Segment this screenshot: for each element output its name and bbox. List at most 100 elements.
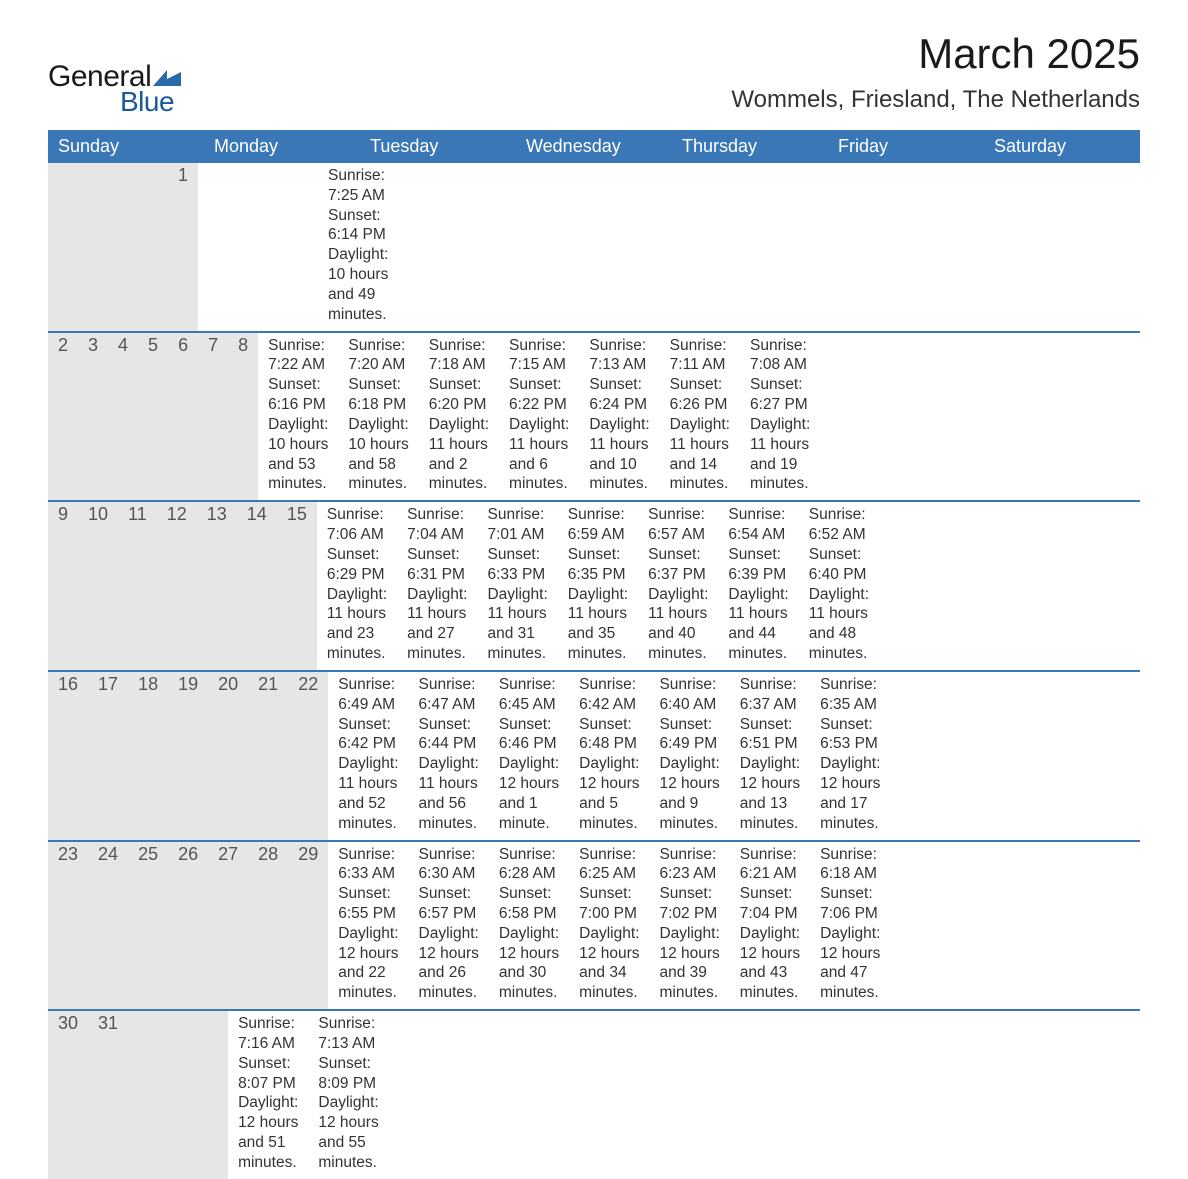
sunset-text: Sunset: 6:18 PM: [348, 375, 408, 415]
day-cell: Sunrise: 6:21 AMSunset: 7:04 PMDaylight:…: [730, 842, 810, 1010]
daylight-text-2: and 56 minutes.: [419, 794, 479, 834]
sunset-text: Sunset: 6:44 PM: [419, 715, 479, 755]
day-cell: Sunrise: 6:33 AMSunset: 6:55 PMDaylight:…: [328, 842, 408, 1010]
day-number: 19: [168, 672, 208, 840]
day-cell: Sunrise: 7:01 AMSunset: 6:33 PMDaylight:…: [477, 502, 557, 670]
day-number: 1: [168, 163, 198, 331]
daylight-text-1: Daylight: 10 hours: [348, 415, 408, 455]
sunset-text: Sunset: 6:53 PM: [820, 715, 880, 755]
sunset-text: Sunset: 6:42 PM: [338, 715, 398, 755]
daylight-text-1: Daylight: 12 hours: [740, 924, 800, 964]
daylight-text-2: and 22 minutes.: [338, 963, 398, 1003]
day-number: [168, 1011, 188, 1179]
daylight-text-2: and 13 minutes.: [740, 794, 800, 834]
daylight-text-1: Daylight: 12 hours: [499, 924, 559, 964]
daylight-text-1: Daylight: 12 hours: [820, 754, 880, 794]
day-number: 6: [168, 333, 198, 501]
sunrise-text: Sunrise: 6:40 AM: [659, 675, 719, 715]
day-cell: Sunrise: 6:35 AMSunset: 6:53 PMDaylight:…: [810, 672, 890, 840]
month-title: March 2025: [731, 30, 1140, 78]
day-number: 18: [128, 672, 168, 840]
daylight-text-1: Daylight: 11 hours: [750, 415, 810, 455]
day-cell: Sunrise: 7:06 AMSunset: 6:29 PMDaylight:…: [317, 502, 397, 670]
week-row: 1 Sunrise: 7:25 AMSunset: 6:14 PMDaylight…: [48, 163, 1140, 333]
day-cell: Sunrise: 6:30 AMSunset: 6:57 PMDaylight:…: [409, 842, 489, 1010]
sunrise-text: Sunrise: 6:57 AM: [648, 505, 708, 545]
day-number: 9: [48, 502, 78, 670]
week-row: 23242526272829Sunrise: 6:33 AMSunset: 6:…: [48, 842, 1140, 1012]
day-cell: Sunrise: 6:18 AMSunset: 7:06 PMDaylight:…: [810, 842, 890, 1010]
daylight-text-2: and 47 minutes.: [820, 963, 880, 1003]
weekday-header: Friday: [828, 130, 984, 163]
day-cell: [218, 163, 238, 331]
daylight-text-2: and 52 minutes.: [338, 794, 398, 834]
day-cell: Sunrise: 6:52 AMSunset: 6:40 PMDaylight:…: [799, 502, 879, 670]
daylight-text-1: Daylight: 12 hours: [579, 754, 639, 794]
daynum-row: 9101112131415: [48, 502, 317, 670]
daylight-text-2: and 5 minutes.: [579, 794, 639, 834]
daylight-text-2: and 23 minutes.: [327, 624, 387, 664]
day-cell: [278, 163, 298, 331]
daylight-text-1: Daylight: 12 hours: [820, 924, 880, 964]
daylight-text-1: Daylight: 11 hours: [509, 415, 569, 455]
sunrise-text: Sunrise: 6:49 AM: [338, 675, 398, 715]
day-number: [148, 1011, 168, 1179]
day-cell: Sunrise: 6:54 AMSunset: 6:39 PMDaylight:…: [718, 502, 798, 670]
sunrise-text: Sunrise: 7:16 AM: [238, 1014, 298, 1054]
sunset-text: Sunset: 6:37 PM: [648, 545, 708, 585]
daylight-text-2: and 39 minutes.: [659, 963, 719, 1003]
location-subtitle: Wommels, Friesland, The Netherlands: [731, 86, 1140, 114]
sunset-text: Sunset: 6:39 PM: [728, 545, 788, 585]
week-row: 3031Sunrise: 7:16 AMSunset: 8:07 PMDayli…: [48, 1011, 1140, 1179]
daylight-text-2: and 51 minutes.: [238, 1133, 298, 1173]
day-number: 4: [108, 333, 138, 501]
daylight-text-2: and 44 minutes.: [728, 624, 788, 664]
sunrise-text: Sunrise: 6:59 AM: [568, 505, 628, 545]
daylight-text-1: Daylight: 10 hours: [268, 415, 328, 455]
day-cell: Sunrise: 7:11 AMSunset: 6:26 PMDaylight:…: [660, 333, 740, 501]
day-number: 29: [288, 842, 328, 1010]
sunset-text: Sunset: 6:16 PM: [268, 375, 328, 415]
day-number: 21: [248, 672, 288, 840]
sunset-text: Sunset: 6:33 PM: [487, 545, 547, 585]
daylight-text-1: Daylight: 11 hours: [589, 415, 649, 455]
week-content-row: Sunrise: 7:06 AMSunset: 6:29 PM Daylight:…: [317, 502, 879, 670]
weekday-header-row: Sunday Monday Tuesday Wednesday Thursday…: [48, 130, 1140, 163]
day-number: 23: [48, 842, 88, 1010]
title-block: March 2025 Wommels, Friesland, The Nethe…: [731, 30, 1140, 114]
sunset-text: Sunset: 6:29 PM: [327, 545, 387, 585]
daylight-text-2: and 30 minutes.: [499, 963, 559, 1003]
sunrise-text: Sunrise: 6:18 AM: [820, 845, 880, 885]
daylight-text-1: Daylight: 11 hours: [568, 585, 628, 625]
daylight-text-2: and 27 minutes.: [407, 624, 467, 664]
daylight-text-1: Daylight: 11 hours: [728, 585, 788, 625]
day-number: [128, 1011, 148, 1179]
week-content-row: Sunrise: 6:49 AMSunset: 6:42 PM Daylight:…: [328, 672, 890, 840]
sunset-text: Sunset: 8:07 PM: [238, 1054, 298, 1094]
daylight-text-2: and 40 minutes.: [648, 624, 708, 664]
daylight-text-2: and 1 minute.: [499, 794, 559, 834]
day-cell: Sunrise: 7:25 AMSunset: 6:14 PMDaylight:…: [318, 163, 398, 331]
week-row: 16171819202122Sunrise: 6:49 AMSunset: 6:…: [48, 672, 1140, 842]
day-number: 12: [157, 502, 197, 670]
day-cell: [449, 1011, 469, 1179]
weeks-container: 1 Sunrise: 7:25 AMSunset: 6:14 PMDaylight…: [48, 163, 1140, 1179]
daylight-text-2: and 35 minutes.: [568, 624, 628, 664]
daylight-text-2: and 14 minutes.: [670, 455, 730, 495]
sunset-text: Sunset: 6:51 PM: [740, 715, 800, 755]
sunrise-text: Sunrise: 7:06 AM: [327, 505, 387, 545]
day-number: [208, 1011, 228, 1179]
day-cell: Sunrise: 6:59 AMSunset: 6:35 PMDaylight:…: [558, 502, 638, 670]
sunrise-text: Sunrise: 6:45 AM: [499, 675, 559, 715]
day-number: 22: [288, 672, 328, 840]
sunset-text: Sunset: 6:20 PM: [429, 375, 489, 415]
day-number: 13: [197, 502, 237, 670]
sunrise-text: Sunrise: 6:25 AM: [579, 845, 639, 885]
day-cell: [258, 163, 278, 331]
daylight-text-1: Daylight: 12 hours: [499, 754, 559, 794]
day-cell: [389, 1011, 409, 1179]
day-cell: Sunrise: 7:20 AMSunset: 6:18 PMDaylight:…: [338, 333, 418, 501]
daynum-row: 1: [48, 163, 198, 331]
week-content-row: Sunrise: 7:16 AMSunset: 8:07 PMDaylight:…: [228, 1011, 489, 1179]
sunset-text: Sunset: 6:46 PM: [499, 715, 559, 755]
